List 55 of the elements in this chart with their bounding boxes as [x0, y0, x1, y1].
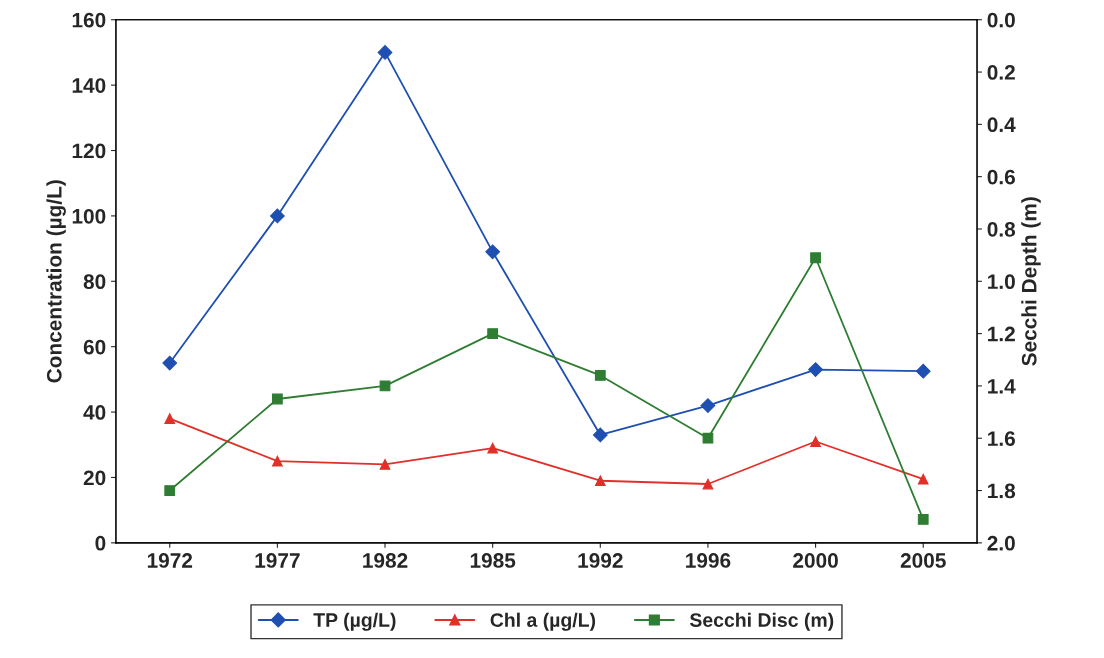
point — [594, 475, 606, 487]
y2-tick-label: 1.4 — [988, 379, 1016, 394]
point — [377, 45, 393, 60]
point — [810, 252, 821, 264]
y-tick-label: 40 — [83, 405, 106, 420]
y2-tick-label: 0.8 — [987, 221, 1016, 237]
y-tick-label: 20 — [83, 470, 106, 486]
y2-tick-label: 0.2 — [987, 65, 1015, 80]
point — [272, 455, 283, 467]
x-tick-label: 1985 — [470, 553, 516, 568]
legend-label: Chl a (µg/L) — [490, 612, 596, 631]
x-tick-label: 1972 — [147, 553, 193, 568]
y-tick-label: 140 — [72, 78, 106, 93]
point — [702, 478, 714, 490]
y-tick-label: 160 — [72, 12, 106, 28]
point — [487, 442, 499, 454]
x-tick-label: 2000 — [793, 553, 838, 568]
legend-label: Secchi Disc (m) — [689, 612, 834, 631]
y2-tick-label: 1.8 — [988, 483, 1016, 499]
point — [487, 328, 499, 339]
y-tick-label: 80 — [83, 274, 106, 290]
y2-tick-label: 0.4 — [987, 117, 1016, 133]
point — [810, 436, 821, 447]
y2-tick-label: 1.2 — [988, 326, 1015, 342]
point — [485, 244, 501, 260]
point — [272, 393, 283, 405]
y-axis-title: Concentration (µg/L) — [46, 180, 66, 383]
y-tick-label: 0 — [95, 535, 106, 551]
point — [592, 427, 608, 443]
y-tick-label: 100 — [72, 208, 106, 224]
point — [700, 398, 716, 413]
point — [164, 413, 176, 424]
y2-tick-label: 1.0 — [988, 274, 1015, 290]
point — [702, 432, 714, 444]
y2-tick-label: 2.0 — [987, 535, 1015, 551]
point — [269, 208, 285, 224]
y2-axis-title: Secchi Depth (m) — [1021, 197, 1041, 366]
point — [915, 363, 931, 379]
point — [594, 370, 606, 381]
y2-tick-label: 0.6 — [987, 169, 1015, 185]
x-tick-label: 1982 — [363, 553, 408, 568]
y2-tick-label: 1.6 — [988, 431, 1015, 446]
y-tick-label: 60 — [83, 339, 106, 355]
y-tick-label: 120 — [72, 143, 106, 159]
point — [808, 362, 823, 377]
x-tick-label: 2005 — [900, 553, 946, 568]
point — [164, 485, 176, 496]
x-tick-label: 1977 — [255, 553, 300, 568]
y2-tick-label: 0.0 — [987, 12, 1015, 28]
x-tick-label: 1992 — [578, 553, 623, 568]
legend-label: TP (µg/L) — [313, 612, 396, 631]
x-tick-label: 1996 — [686, 553, 731, 568]
point — [379, 459, 391, 470]
point — [917, 513, 929, 525]
point — [162, 355, 178, 371]
